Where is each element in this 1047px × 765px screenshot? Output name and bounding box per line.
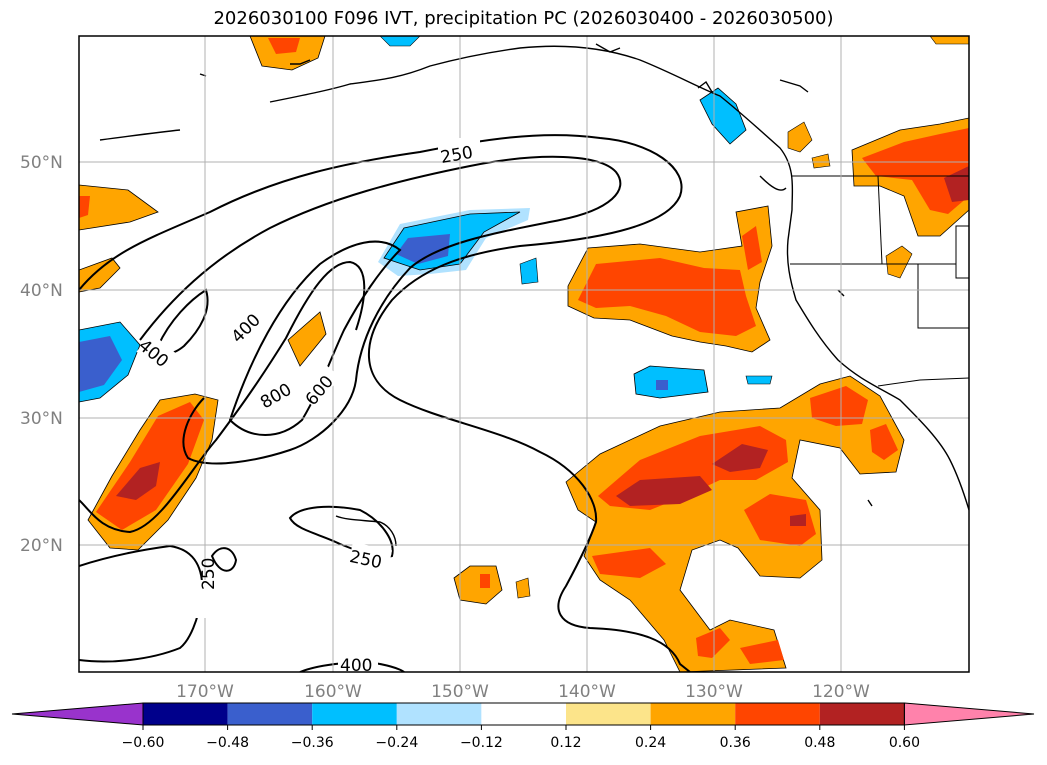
lon-label-140w: 140°W (558, 682, 616, 702)
lon-label-130w: 130°W (685, 682, 743, 702)
lat-label-40n: 40°N (20, 281, 63, 301)
colorbar-segment (650, 703, 736, 725)
colorbar-segment (735, 703, 820, 725)
colorbar-tick-label: −0.12 (460, 735, 503, 751)
lat-label-50n: 50°N (20, 153, 63, 173)
colorbar-tick-label: −0.60 (122, 735, 165, 751)
gridlines (79, 36, 969, 672)
contour-label-250-a: 250 (439, 143, 474, 168)
colorbar-segment (396, 703, 482, 725)
colorbar-extend-high (903, 702, 1035, 726)
shade-subtropical-central (565, 375, 905, 672)
longitude-labels: 170°W 160°W 150°W 140°W 130°W 120°W (176, 682, 870, 702)
contour-label-250-c: 250 (199, 558, 219, 590)
map-frame (78, 35, 970, 673)
colorbar-tick-label: 0.60 (889, 735, 920, 751)
contour-400-south (299, 661, 405, 672)
colorbar-extend-low (11, 702, 144, 726)
colorbar-tick-label: −0.36 (291, 735, 334, 751)
colorbar-tick-label: 0.48 (804, 735, 835, 751)
contour-labels: 250 400 400 800 600 250 250 400 (134, 138, 480, 676)
colorbar-segment (819, 703, 905, 725)
lat-label-20n: 20°N (20, 536, 63, 556)
contour-800 (156, 288, 209, 355)
colorbar-tick-label: 0.36 (720, 735, 751, 751)
contour-250-mid (288, 505, 394, 558)
colorbar-segment (227, 703, 313, 725)
colorbar-segment (312, 703, 397, 725)
lon-label-150w: 150°W (431, 682, 489, 702)
lat-label-30n: 30°N (20, 409, 63, 429)
map-title: 2026030100 F096 IVT, precipitation PC (2… (213, 8, 834, 29)
alaska-coast (269, 45, 969, 511)
contour-600 (228, 240, 402, 436)
contour-label-400-c: 400 (340, 656, 372, 676)
colorbar: −0.60 −0.48 −0.36 −0.24 −0.12 0.12 0.24 0.36 0.4… (11, 702, 1035, 751)
borders (790, 175, 969, 387)
colorbar-tick-label: −0.48 (206, 735, 249, 751)
colorbar-segment (566, 703, 651, 725)
contour-small-loop (210, 547, 238, 572)
contour-250-outer (79, 134, 691, 672)
precip-shading (79, 36, 969, 672)
colorbar-tick-label: 0.24 (635, 735, 666, 751)
contour-400 (139, 155, 622, 465)
lon-label-170w: 170°W (176, 682, 234, 702)
contour-250-inner-left (79, 260, 366, 534)
colorbar-outline (142, 702, 905, 726)
lon-label-160w: 160°W (304, 682, 362, 702)
colorbar-tick-label: −0.24 (375, 735, 418, 751)
colorbar-tick-label: 0.12 (550, 735, 581, 751)
coastlines (99, 43, 969, 547)
colorbar-segment (143, 703, 228, 725)
shade-negative-pnw (699, 87, 747, 145)
colorbar-segment (481, 703, 566, 725)
shade-west-48n (79, 184, 159, 231)
lon-label-120w: 120°W (812, 682, 870, 702)
latitude-labels: 50°N 40°N 30°N 20°N (20, 153, 63, 556)
